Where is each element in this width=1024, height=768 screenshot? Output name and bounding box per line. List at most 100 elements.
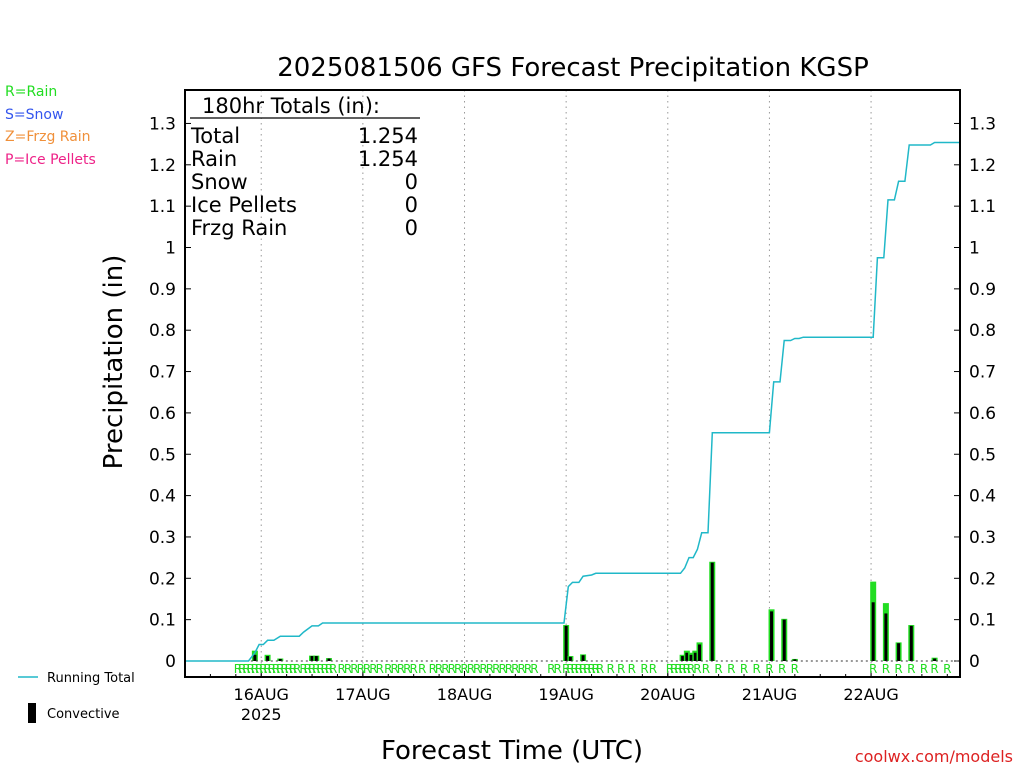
rain-marker: R xyxy=(410,662,418,676)
rain-marker: R xyxy=(363,662,371,676)
totals-row-label: Snow xyxy=(191,170,248,194)
totals-row-label: Rain xyxy=(191,147,237,171)
y-tick-label-left: 0.5 xyxy=(149,445,176,465)
rain-marker: R xyxy=(344,662,352,676)
y-tick-label-left: 0.1 xyxy=(149,611,176,631)
rain-marker: R xyxy=(740,662,748,676)
running-total-legend-label: Running Total xyxy=(47,671,135,686)
rain-marker: R xyxy=(246,662,254,676)
rain-marker: R xyxy=(791,662,799,676)
rain-marker: R xyxy=(263,662,271,676)
rain-marker: R xyxy=(606,662,614,676)
rain-marker: R xyxy=(304,662,312,676)
rain-marker: R xyxy=(308,662,316,676)
rain-marker: R xyxy=(473,662,481,676)
convective-legend-swatch xyxy=(28,703,36,723)
rain-marker: R xyxy=(441,662,449,676)
x-tick-sublabel: 2025 xyxy=(241,705,282,724)
x-tick-label: 19AUG xyxy=(538,685,593,704)
totals-row-label: Ice Pellets xyxy=(191,193,297,217)
y-tick-label-left: 0.2 xyxy=(149,569,176,589)
convective-bar xyxy=(564,625,568,661)
convective-bar xyxy=(871,602,875,661)
legend-ice-pellets: P=Ice Pellets xyxy=(5,152,96,168)
rain-marker: R xyxy=(511,662,519,676)
convective-bar xyxy=(568,656,572,661)
x-tick-label: 20AUG xyxy=(640,685,695,704)
y-tick-label-right: 0.8 xyxy=(969,321,996,341)
rain-marker: R xyxy=(674,662,682,676)
rain-marker: R xyxy=(753,662,761,676)
rain-marker: R xyxy=(289,662,297,676)
rain-marker: R xyxy=(498,662,506,676)
rain-marker: R xyxy=(255,662,263,676)
y-tick-label-left: 0 xyxy=(165,652,176,672)
y-tick-label-right: 0 xyxy=(969,652,980,672)
rain-marker: R xyxy=(920,662,928,676)
rain-marker: R xyxy=(587,662,595,676)
y-tick-label-right: 0.1 xyxy=(969,611,996,631)
x-tick-label: 17AUG xyxy=(335,685,390,704)
rain-marker: R xyxy=(390,662,398,676)
totals-row-value: 0 xyxy=(405,216,418,240)
rain-marker: R xyxy=(486,662,494,676)
rain-marker: R xyxy=(882,662,890,676)
convective-bar xyxy=(327,658,331,661)
y-tick-label-left: 0.6 xyxy=(149,404,176,424)
rain-marker: R xyxy=(321,662,329,676)
y-tick-label-right: 0.6 xyxy=(969,404,996,424)
rain-marker: R xyxy=(943,662,951,676)
y-tick-label-right: 1.1 xyxy=(969,197,996,217)
y-tick-label-right: 0.2 xyxy=(969,569,996,589)
y-tick-label-left: 0.8 xyxy=(149,321,176,341)
rain-marker: R xyxy=(566,662,574,676)
rain-marker: R xyxy=(251,662,259,676)
rain-marker: R xyxy=(930,662,938,676)
y-tick-label-right: 0.5 xyxy=(969,445,996,465)
legend-snow: S=Snow xyxy=(5,107,63,123)
convective-bar xyxy=(770,611,774,661)
rain-marker: R xyxy=(894,662,902,676)
convective-legend-label: Convective xyxy=(47,707,120,722)
convective-bar xyxy=(933,658,937,661)
x-axis-label: Forecast Time (UTC) xyxy=(381,736,643,766)
y-tick-label-left: 0.3 xyxy=(149,528,176,548)
convective-bar xyxy=(685,652,689,661)
totals-row-value: 1.254 xyxy=(358,147,418,171)
rain-marker: R xyxy=(765,662,773,676)
totals-heading: 180hr Totals (in): xyxy=(202,94,380,118)
rain-marker: R xyxy=(280,662,288,676)
rain-marker: R xyxy=(583,662,591,676)
rain-marker: R xyxy=(547,662,555,676)
y-tick-label-left: 0.9 xyxy=(149,280,176,300)
rain-marker: R xyxy=(276,662,284,676)
rain-marker: R xyxy=(869,662,877,676)
legend-frzg-rain: Z=Frzg Rain xyxy=(5,129,91,145)
convective-bar xyxy=(698,644,702,661)
convective-bar xyxy=(710,562,714,661)
rain-marker: R xyxy=(778,662,786,676)
rain-marker: R xyxy=(418,662,426,676)
rain-marker: R xyxy=(350,662,358,676)
precip-type-legend: R=Rain S=Snow Z=Frzg Rain P=Ice Pellets xyxy=(5,84,96,168)
legend-rain: R=Rain xyxy=(5,84,57,100)
rain-marker: R xyxy=(518,662,526,676)
y-tick-label-right: 1 xyxy=(969,239,980,259)
totals-row-value: 0 xyxy=(405,193,418,217)
y-tick-label-left: 1.2 xyxy=(149,156,176,176)
convective-bar xyxy=(793,659,797,661)
chart-title: 2025081506 GFS Forecast Precipitation KG… xyxy=(277,53,869,83)
y-tick-label-right: 0.4 xyxy=(969,487,996,507)
credit-text: coolwx.com/models xyxy=(855,747,1013,766)
rain-marker: R xyxy=(242,662,250,676)
rain-marker: R xyxy=(268,662,276,676)
rain-marker: R xyxy=(714,662,722,676)
running-total-polyline xyxy=(185,141,960,662)
y-axis-title: Precipitation (in) xyxy=(99,255,129,470)
rain-marker: R xyxy=(479,662,487,676)
rain-marker: R xyxy=(678,662,686,676)
rain-marker: R xyxy=(454,662,462,676)
rain-marker: R xyxy=(325,662,333,676)
convective-bar xyxy=(681,656,685,661)
